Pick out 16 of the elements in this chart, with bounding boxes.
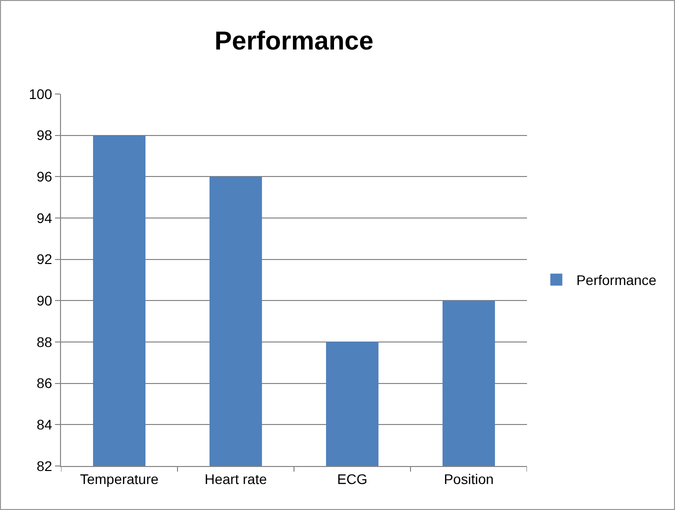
y-tick-label: 100 [28, 86, 52, 102]
y-tick-label: 82 [36, 458, 52, 474]
y-tick-label: 92 [36, 251, 52, 268]
x-tick-label: Position [444, 470, 494, 487]
y-tick-label: 88 [36, 334, 52, 350]
y-tick-label: 84 [36, 416, 52, 433]
y-tick-label: 94 [36, 210, 52, 226]
chart-title: Performance [214, 26, 374, 56]
x-tick-label: Temperature [80, 470, 159, 487]
x-tick-label: Heart rate [204, 470, 268, 487]
y-tick-label: 98 [36, 127, 52, 144]
y-tick-label: 96 [36, 168, 52, 185]
legend-label: Performance [576, 272, 657, 288]
y-tick-label: 90 [36, 292, 52, 309]
x-tick-label: ECG [337, 470, 368, 487]
y-tick-label: 86 [36, 375, 52, 392]
